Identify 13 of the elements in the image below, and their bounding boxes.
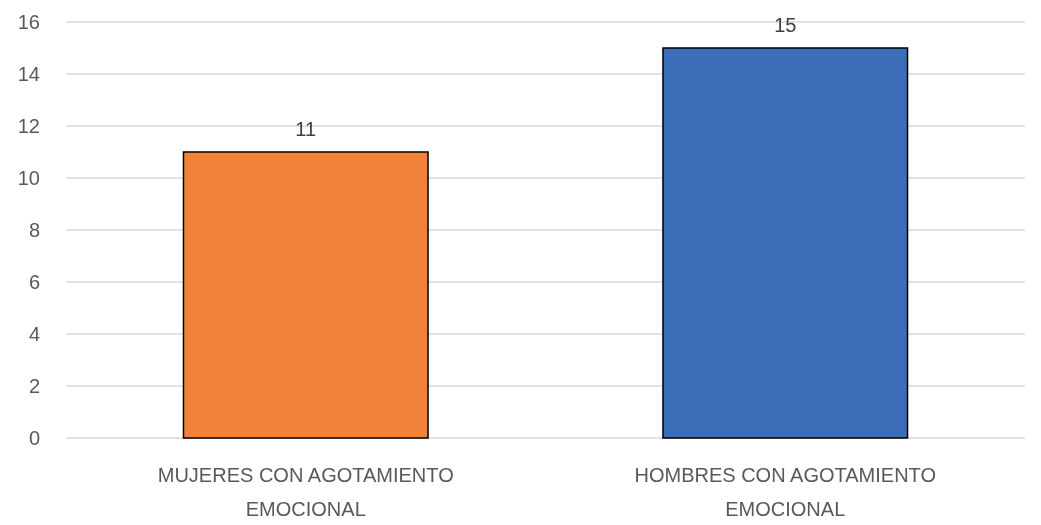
y-tick-label: 4 xyxy=(28,323,40,345)
y-tick-label: 16 xyxy=(17,11,40,33)
y-tick-label: 10 xyxy=(17,167,40,189)
y-tick-label: 0 xyxy=(28,427,40,449)
y-tick-label: 6 xyxy=(28,271,40,293)
data-label: 15 xyxy=(774,14,797,36)
x-tick-label: HOMBRES CON AGOTAMIENTO EMOCIONAL xyxy=(634,464,937,520)
y-tick-label: 2 xyxy=(28,375,40,397)
data-label: 11 xyxy=(295,118,317,140)
y-tick-label: 14 xyxy=(17,63,40,85)
y-tick-label: 12 xyxy=(17,115,40,137)
x-tick-label: MUJERES CON AGOTAMIENTO EMOCIONAL xyxy=(157,464,454,520)
y-tick-label: 8 xyxy=(28,219,40,241)
